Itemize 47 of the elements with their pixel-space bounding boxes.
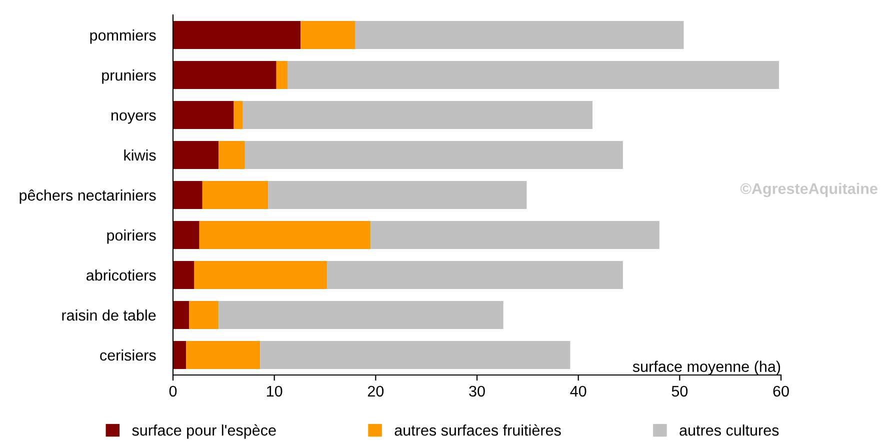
legend-label: surface pour l'espèce: [132, 424, 276, 439]
legend-label: autres surfaces fruitières: [394, 424, 561, 436]
x-axis-title: surface moyenne (ha): [632, 360, 780, 375]
bar: [173, 61, 276, 89]
y-tick-label: noyers: [111, 112, 156, 124]
x-tick-label: 50: [672, 386, 688, 397]
bar: [173, 181, 202, 209]
bar: [202, 181, 268, 209]
bar: [199, 221, 371, 249]
y-tick-label: pommiers: [90, 29, 156, 44]
bar: [370, 221, 660, 249]
bar: [173, 341, 186, 369]
bar: [189, 301, 219, 329]
y-tick-label: kiwis: [124, 149, 156, 161]
y-tick-label: raisin de table: [62, 309, 156, 321]
bar: [173, 21, 301, 49]
y-tick-label: cerisiers: [100, 349, 156, 361]
bar: [327, 261, 623, 289]
x-tick-label: 20: [368, 386, 384, 397]
x-tick-label: 60: [773, 386, 789, 397]
bar: [218, 141, 245, 169]
y-tick-label: pruniers: [102, 69, 156, 84]
x-tick-label: 30: [469, 386, 485, 397]
bar: [234, 101, 243, 129]
bar: [173, 221, 200, 249]
x-tick-label: 0: [169, 386, 177, 397]
legend-label: autres cultures: [680, 424, 779, 436]
bar: [268, 181, 527, 209]
bar: [276, 61, 288, 89]
bar: [194, 261, 328, 289]
bar: [173, 101, 234, 129]
bar: [173, 141, 219, 169]
bar: [173, 261, 194, 289]
bar: [300, 21, 356, 49]
bar: [242, 101, 593, 129]
bar: [260, 341, 570, 369]
bar: [218, 301, 504, 329]
bar: [186, 341, 260, 369]
x-tick-label: 40: [570, 386, 586, 397]
x-tick-label: 10: [267, 386, 282, 397]
bar: [288, 61, 779, 89]
bar: [355, 21, 684, 49]
y-tick-label: poiriers: [107, 229, 156, 244]
y-tick-label: abricotiers: [86, 269, 156, 281]
y-tick-label: pêchers nectariniers: [20, 189, 156, 204]
bar: [173, 301, 190, 329]
bar: [244, 141, 623, 169]
